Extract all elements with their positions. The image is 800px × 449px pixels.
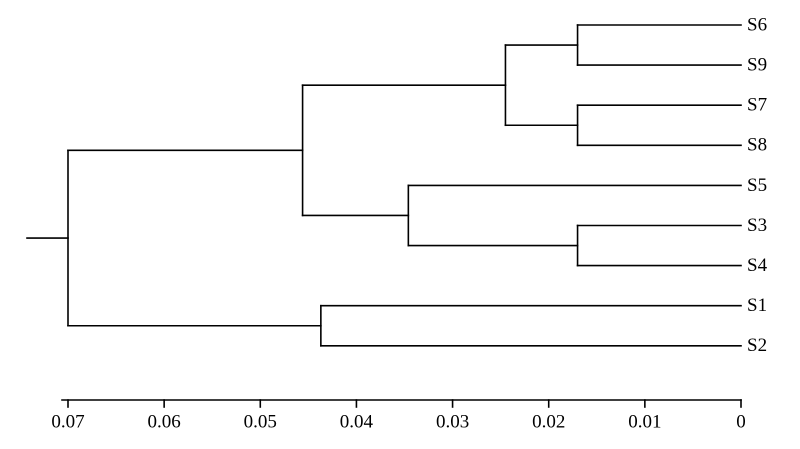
leaf-label: S4: [747, 255, 768, 276]
leaf-label: S1: [747, 295, 767, 316]
leaf-label: S7: [747, 95, 767, 116]
x-tick-label: 0.05: [244, 411, 277, 432]
leaf-label: S3: [747, 215, 767, 236]
leaf-label: S2: [747, 335, 767, 356]
x-tick-label: 0: [736, 411, 746, 432]
x-tick-label: 0.07: [51, 411, 84, 432]
leaf-label: S9: [747, 54, 767, 75]
x-tick-label: 0.03: [436, 411, 469, 432]
x-tick-label: 0.02: [532, 411, 565, 432]
x-tick-label: 0.06: [148, 411, 181, 432]
x-tick-label: 0.04: [340, 411, 374, 432]
leaf-label: S6: [747, 14, 767, 35]
leaf-label: S5: [747, 175, 767, 196]
leaf-label: S8: [747, 135, 767, 156]
x-tick-label: 0.01: [628, 411, 661, 432]
